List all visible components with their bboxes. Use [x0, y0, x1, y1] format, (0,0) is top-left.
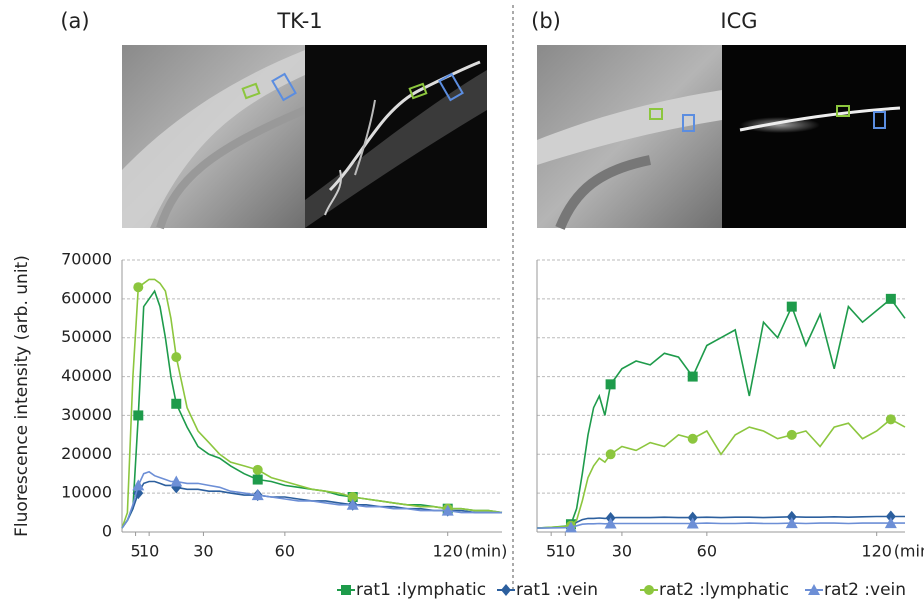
panel-label: (a)	[60, 9, 89, 33]
x-tick-label: 60	[697, 542, 717, 561]
legend: rat1 :lymphatic rat1 :vein rat2 :lymphatic…	[337, 580, 906, 600]
marker	[786, 510, 797, 523]
y-tick-label: 0	[102, 522, 112, 541]
y-tick-label: 70000	[61, 250, 112, 269]
marker	[605, 379, 616, 390]
series-line	[121, 470, 502, 529]
x-tick-label: 120	[432, 542, 463, 561]
marker	[441, 504, 454, 516]
legend-label: rat1 :vein	[516, 580, 598, 600]
marker	[885, 510, 896, 523]
marker	[564, 521, 577, 533]
y-tick-label: 20000	[61, 444, 112, 463]
y-axis-label: Fluorescence intensity (arb. unit)	[12, 255, 32, 537]
y-tick-label: 30000	[61, 405, 112, 424]
series-line	[121, 289, 503, 529]
x-axis-label: (min)	[894, 542, 924, 561]
legend-label: rat2 :lymphatic	[659, 580, 789, 600]
series-line	[536, 522, 905, 529]
y-tick-label: 40000	[61, 366, 112, 385]
legend-label: rat1 :lymphatic	[356, 580, 486, 600]
series-line	[536, 515, 905, 529]
series-line	[536, 418, 906, 529]
x-tick-label: 5	[130, 542, 140, 561]
y-tick-label: 50000	[61, 327, 112, 346]
x-tick-label: 120	[861, 542, 892, 561]
x-tick-label: 10	[555, 542, 575, 561]
marker	[252, 474, 263, 485]
marker	[346, 498, 359, 510]
legend-label: rat2 :vein	[824, 580, 906, 600]
marker	[686, 517, 699, 529]
marker	[171, 398, 182, 409]
x-tick-label: 30	[193, 542, 213, 561]
marker	[644, 585, 654, 595]
marker	[170, 475, 183, 487]
marker	[808, 584, 820, 595]
marker	[132, 479, 145, 491]
series-line	[121, 278, 503, 529]
x-tick-label: 10	[139, 542, 159, 561]
chart-title: TK-1	[276, 9, 322, 33]
marker	[501, 584, 511, 596]
y-tick-label: 60000	[61, 288, 112, 307]
marker	[687, 433, 698, 444]
panel-label: (b)	[531, 9, 561, 33]
marker	[252, 464, 263, 475]
marker	[604, 517, 617, 529]
marker	[605, 449, 616, 460]
photo-b-fluor	[722, 45, 906, 228]
marker	[133, 282, 144, 293]
marker	[251, 489, 264, 501]
photo-a-bright	[122, 45, 307, 230]
marker	[885, 414, 896, 425]
marker	[133, 410, 144, 421]
x-tick-label: 60	[275, 542, 295, 561]
x-tick-label: 5	[546, 542, 556, 561]
photo-a-fluor	[305, 45, 487, 228]
marker	[785, 517, 798, 529]
y-tick-label: 10000	[61, 483, 112, 502]
series-line	[536, 297, 906, 529]
chart-title: ICG	[720, 9, 757, 33]
marker	[884, 517, 897, 529]
x-tick-label: 30	[612, 542, 632, 561]
marker	[347, 492, 358, 503]
marker	[171, 352, 182, 363]
marker	[786, 429, 797, 440]
marker	[687, 371, 698, 382]
marker	[786, 301, 797, 312]
x-axis-label: (min)	[465, 542, 508, 561]
marker	[341, 585, 351, 595]
marker	[885, 293, 896, 304]
photo-b-bright	[537, 45, 722, 230]
